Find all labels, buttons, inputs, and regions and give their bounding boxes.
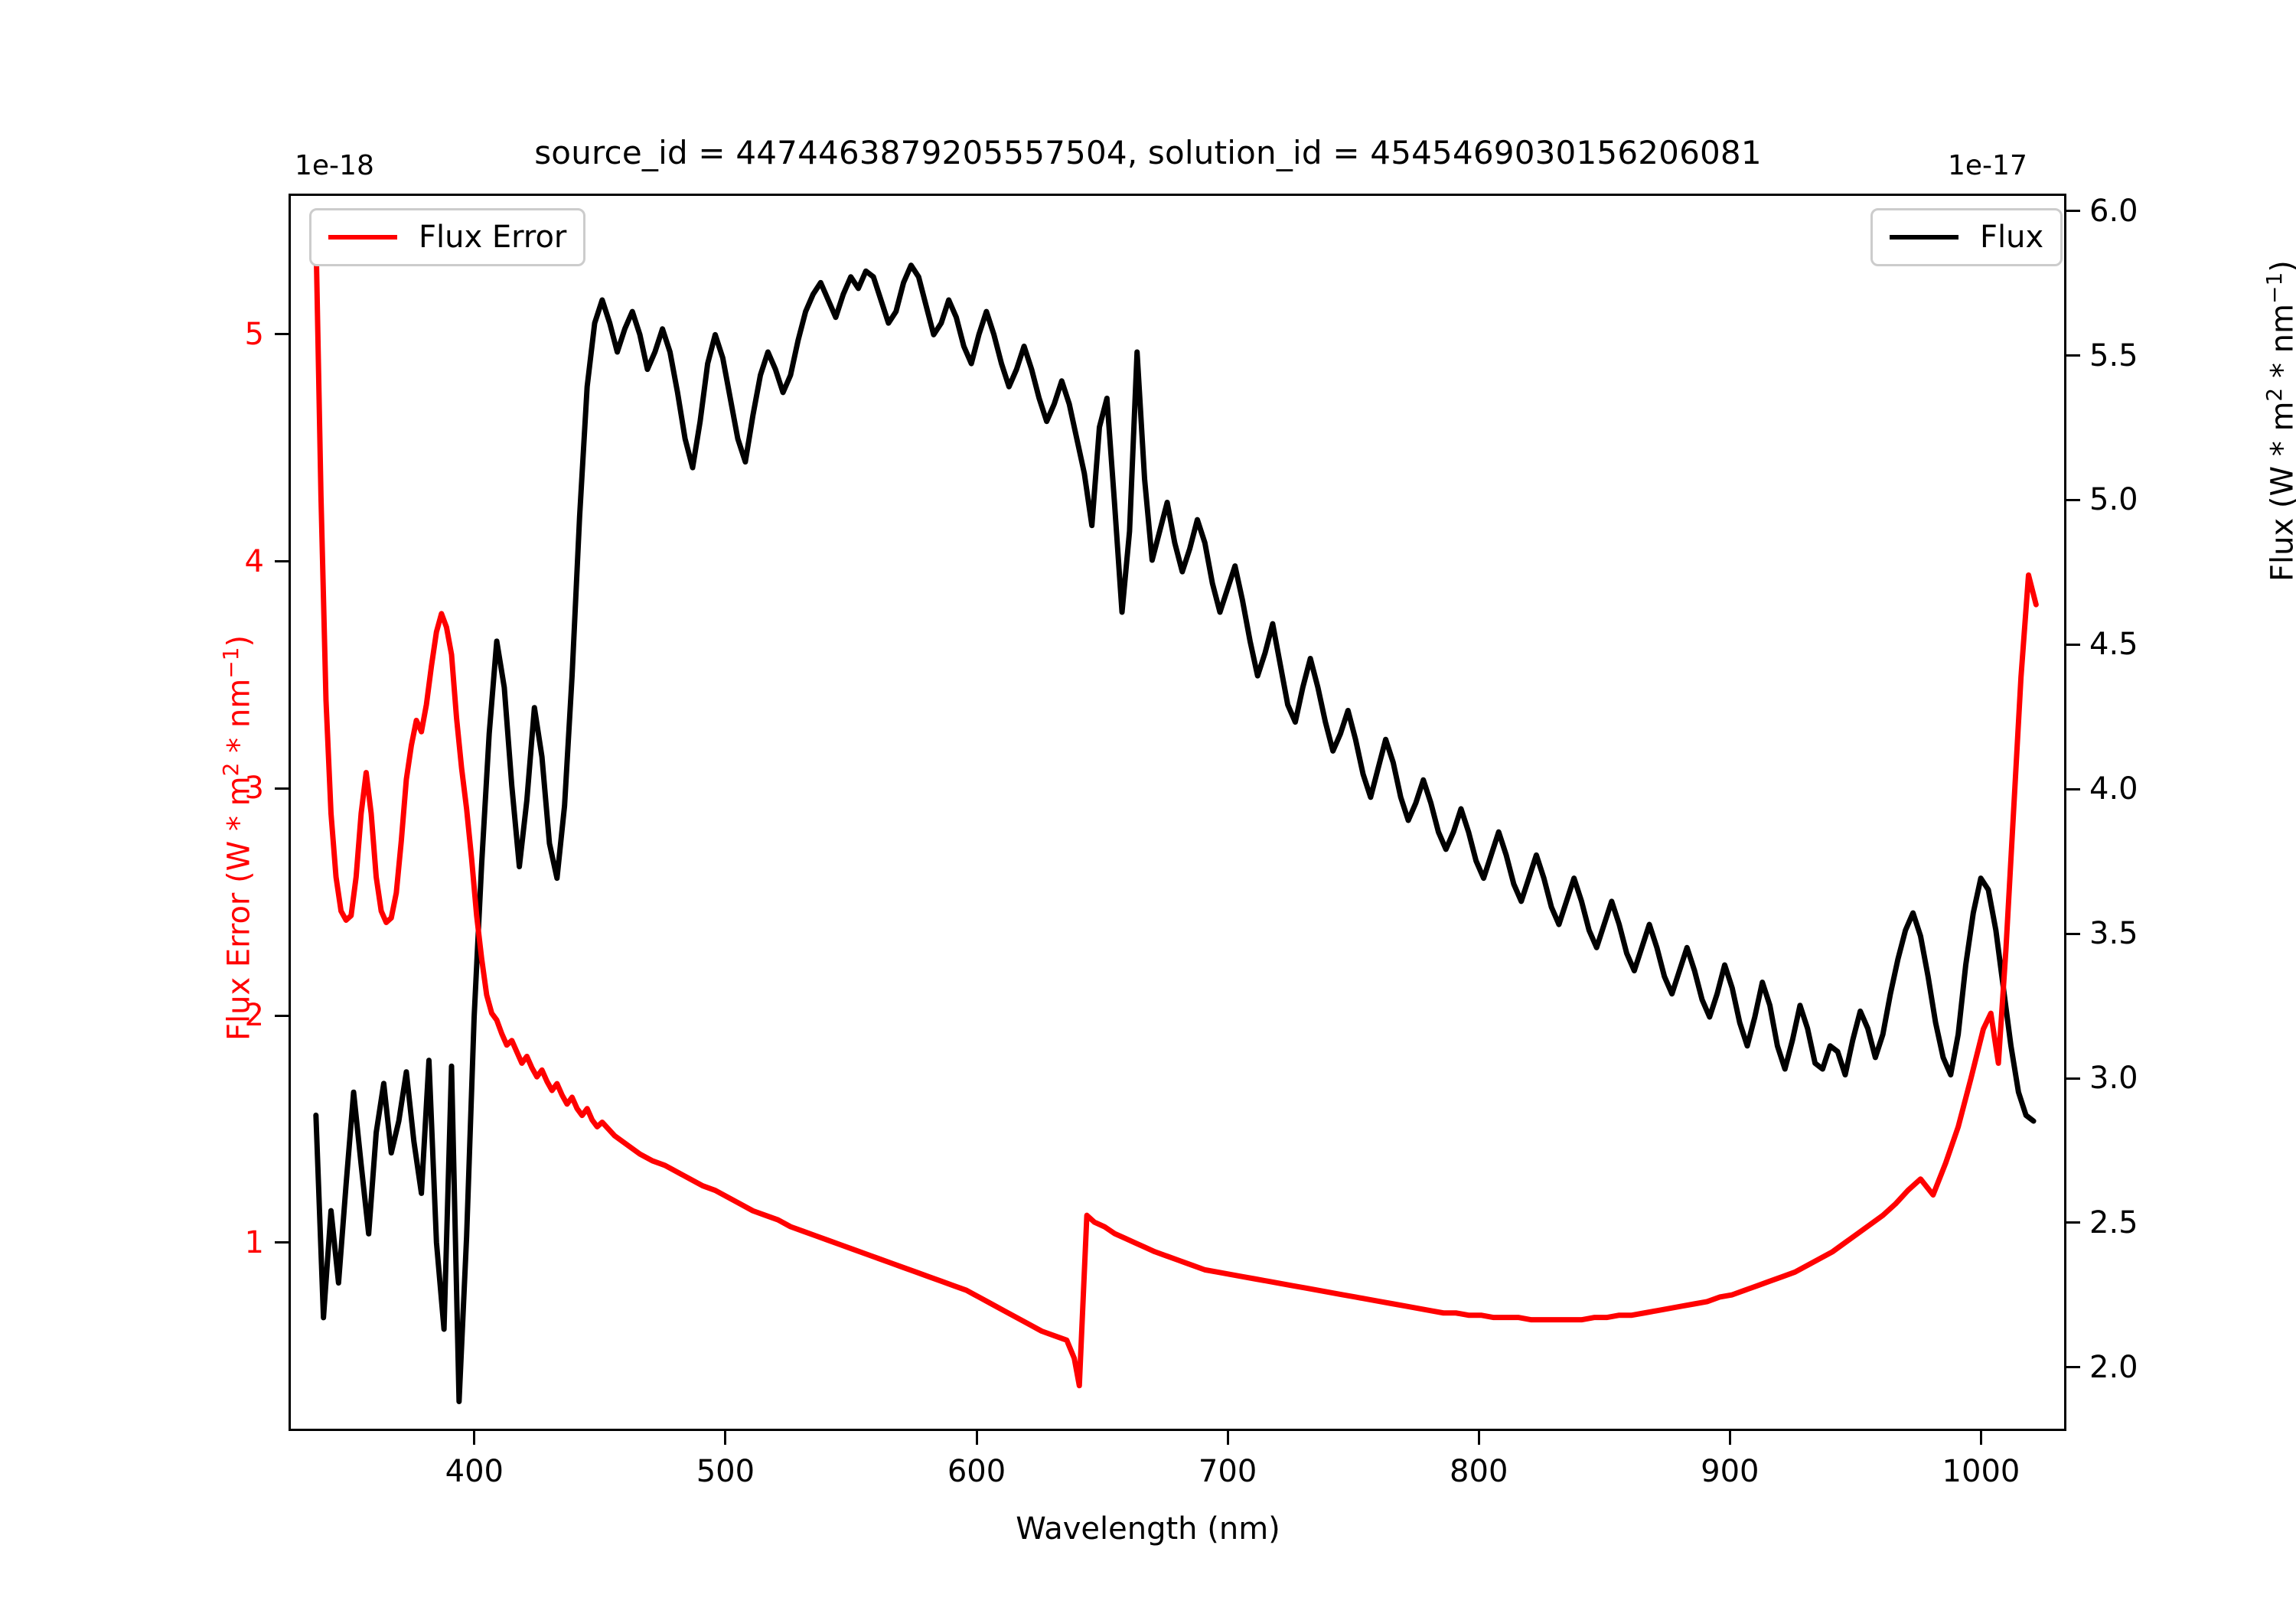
right-y-tick-label: 3.0 <box>2089 1061 2138 1097</box>
left-y-tick-label: 1 <box>244 1224 264 1260</box>
right-y-tick-mark <box>2066 354 2080 357</box>
right-y-tick-label: 3.5 <box>2089 916 2138 952</box>
legend-swatch-flux <box>1890 235 1958 240</box>
right-y-tick-mark <box>2066 643 2080 646</box>
right-y-tick-mark <box>2066 210 2080 213</box>
right-y-tick-label: 6.0 <box>2089 193 2138 229</box>
right-y-axis-label-prefix: Flux (W * m <box>2265 402 2296 582</box>
left-y-tick-mark <box>275 1241 289 1244</box>
legend-swatch-flux-error <box>328 235 397 240</box>
left-y-tick-mark <box>275 560 289 563</box>
legend-label-flux-error: Flux Error <box>419 220 567 255</box>
left-y-tick-mark <box>275 787 289 790</box>
right-y-tick-label: 4.0 <box>2089 771 2138 807</box>
x-tick-label: 800 <box>1450 1454 1508 1489</box>
curve-layer <box>291 196 2064 1429</box>
right-y-tick-mark <box>2066 1221 2080 1224</box>
left-y-axis-label: Flux Error (W * m2 * nm−1) <box>218 635 256 1041</box>
data-curves <box>313 231 2039 1404</box>
x-tick-mark <box>473 1431 476 1445</box>
x-tick-label: 900 <box>1701 1454 1760 1489</box>
right-y-axis-label: Flux (W * m2 * nm−1) <box>2262 260 2296 582</box>
right-y-axis-label-sup2: −1 <box>2262 272 2287 304</box>
x-tick-label: 400 <box>445 1454 504 1489</box>
x-axis-label: Wavelength (nm) <box>1016 1511 1280 1547</box>
right-y-tick-label: 5.0 <box>2089 482 2138 518</box>
flux-error-line <box>313 231 2039 1389</box>
right-axis-offset-text: 1e-17 <box>1948 150 2027 181</box>
legend-flux-error[interactable]: Flux Error <box>309 208 586 266</box>
x-tick-label: 600 <box>947 1454 1006 1489</box>
left-y-tick-label: 4 <box>244 543 264 579</box>
right-y-tick-label: 2.0 <box>2089 1349 2138 1385</box>
legend-flux[interactable]: Flux <box>1870 208 2063 266</box>
left-y-tick-label: 3 <box>244 771 264 807</box>
left-y-axis-label-sup2: −1 <box>218 647 243 679</box>
right-y-axis-label-sup1: 2 <box>2262 387 2287 402</box>
left-y-axis-label-sup1: 2 <box>218 762 243 777</box>
right-y-axis-label-mid: * nm <box>2265 304 2296 378</box>
left-axis-offset-text: 1e-18 <box>295 150 374 181</box>
right-y-tick-mark <box>2066 787 2080 790</box>
left-y-axis-label-prefix: Flux Error (W * m <box>221 776 257 1041</box>
right-y-tick-mark <box>2066 1077 2080 1080</box>
x-tick-mark <box>1477 1431 1480 1445</box>
x-tick-label: 1000 <box>1942 1454 2020 1489</box>
plot-area <box>289 194 2066 1431</box>
left-y-tick-mark <box>275 333 289 336</box>
left-y-axis-label-mid: * nm <box>221 678 257 763</box>
flux-line <box>313 262 2037 1404</box>
right-y-tick-label: 4.5 <box>2089 627 2138 663</box>
x-tick-mark <box>1226 1431 1229 1445</box>
right-y-tick-label: 5.5 <box>2089 337 2138 373</box>
right-y-axis-label-suffix: ) <box>2265 260 2296 272</box>
right-y-tick-mark <box>2066 932 2080 935</box>
left-y-tick-mark <box>275 1014 289 1017</box>
x-tick-mark <box>1728 1431 1731 1445</box>
left-y-axis-label-suffix: ) <box>221 634 257 647</box>
left-y-tick-label: 5 <box>244 316 264 352</box>
left-y-tick-label: 2 <box>244 998 264 1034</box>
page-title: source_id = 4474463879205557504, solutio… <box>534 134 1762 171</box>
right-y-tick-mark <box>2066 498 2080 501</box>
x-tick-mark <box>1979 1431 1982 1445</box>
x-tick-mark <box>975 1431 978 1445</box>
x-tick-mark <box>724 1431 727 1445</box>
x-tick-label: 700 <box>1198 1454 1257 1489</box>
right-y-tick-mark <box>2066 1366 2080 1369</box>
legend-label-flux: Flux <box>1980 220 2044 255</box>
right-y-tick-label: 2.5 <box>2089 1204 2138 1240</box>
x-tick-label: 500 <box>696 1454 755 1489</box>
